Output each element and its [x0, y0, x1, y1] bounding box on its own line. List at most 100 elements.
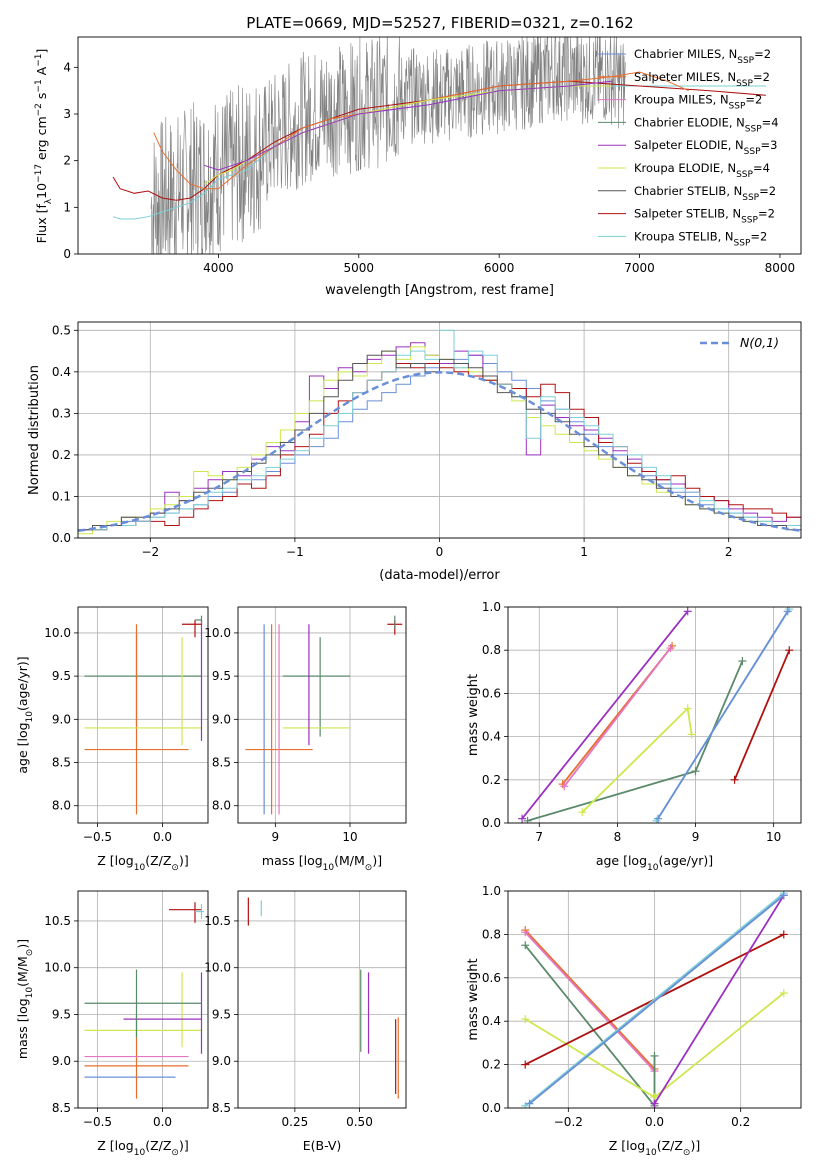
- x-tick-label: −0.5: [83, 1115, 112, 1129]
- y-tick-label: 0.4: [482, 1014, 501, 1028]
- x-axis-label: age [log10(age/yr)]: [596, 853, 713, 873]
- x-tick-label: 8000: [765, 261, 796, 275]
- model-line-salpeter_miles: [153, 71, 689, 190]
- plot-frame: [77, 321, 802, 539]
- weight-line-kroupa_miles: [563, 647, 672, 787]
- legend-label-kroupa_stelib: Kroupa STELIB, NSSP=2: [634, 229, 767, 248]
- x-tick-label: 0.0: [153, 1115, 172, 1129]
- y-tick-label: 0.2: [52, 448, 71, 462]
- x-axis-label: wavelength [Angstrom, rest frame]: [325, 283, 554, 298]
- legend-label-chabrier_elodie: Chabrier ELODIE, NSSP=4: [634, 115, 779, 134]
- age-vs-metallicity-panel: −0.5 0.0 8.0 8.5 9.0 9.5 10.0 Z [log10(Z/Z⊙)] ag…: [15, 606, 209, 873]
- y-tick-label: 0.3: [52, 406, 71, 420]
- y-tick-label: 10.0: [44, 626, 71, 640]
- x-tick-label: 9: [272, 830, 280, 844]
- spectrum-clip-group: [112, 37, 766, 254]
- x-tick-label: 1: [580, 545, 588, 559]
- model-line-salpeter_elodie: [204, 80, 612, 171]
- y-tick-label: 3: [63, 107, 71, 121]
- x-tick-label: 6000: [484, 261, 515, 275]
- legend-label-salpeter_stelib: Salpeter STELIB, NSSP=2: [634, 207, 775, 226]
- errorbar-clip-group: [84, 615, 203, 815]
- plot-frame: [237, 606, 407, 824]
- y-tick-label: 0.2: [482, 773, 501, 787]
- y-tick-label: 1.0: [482, 600, 501, 614]
- y-tick-label: 0.1: [52, 489, 71, 503]
- y-tick-label: 2: [63, 154, 71, 168]
- y-tick-label: 8.5: [212, 756, 231, 770]
- x-tick-label: 4000: [203, 261, 234, 275]
- x-tick-label: 8: [614, 830, 622, 844]
- y-tick-label: 10.5: [44, 914, 71, 928]
- x-tick-label: 0.25: [282, 1115, 309, 1129]
- age-vs-mass-panel: 9 10 8.0 8.5 9.0 9.5 10.0 mass [log10(M/M⊙)]: [204, 606, 407, 873]
- legend-label-salpeter_elodie: Salpeter ELODIE, NSSP=3: [634, 138, 777, 157]
- weight-vs-age-panel: 7 8 9 10 0.0 0.2 0.4 0.6 0.8 1.0 age [log10(age/yr…: [466, 600, 802, 873]
- mass-vs-metallicity-panel: −0.5 0.0 8.5 9.0 9.5 10.0 10.5 Z [log10(Z/Z⊙)] m…: [15, 890, 209, 1158]
- plot-frame: [77, 890, 209, 1109]
- weight-line-salpeter_miles: [524, 929, 656, 1070]
- y-tick-label: 0.5: [52, 323, 71, 337]
- residual-histogram-panel: −2 −1 0 1 2 0.0 0.1 0.2 0.3 0.4 0.5 N(0,1) (data-mod…: [27, 321, 802, 583]
- weight-line-kroupa_stelib: [524, 892, 785, 1107]
- y-tick-label: 9.5: [52, 669, 71, 683]
- errorbar-clip-group: [84, 902, 205, 1099]
- plot-frame: [237, 890, 407, 1109]
- legend-label-chabrier_stelib: Chabrier STELIB, NSSP=2: [634, 184, 776, 203]
- spectrum-panel: 4000 5000 6000 7000 8000 0 1 2 3 4 Chabrier MILES,…: [34, 36, 802, 298]
- y-tick-label: 0.6: [482, 971, 501, 985]
- y-tick-label: 9.0: [52, 1054, 71, 1068]
- legend-label-kroupa_elodie: Kroupa ELODIE, NSSP=4: [634, 161, 770, 180]
- y-tick-label: 0: [63, 247, 71, 261]
- plot-frame: [507, 606, 802, 824]
- x-axis-label: Z [log10(Z/Z⊙)]: [609, 1138, 700, 1158]
- hist-step-chabrier_stelib: [78, 350, 801, 531]
- y-tick-label: 8.5: [52, 1101, 71, 1115]
- y-axis-label: Flux [fλ10−17 erg cm−2 s−1 A−1]: [34, 49, 54, 244]
- weight-line-kroupa_miles: [524, 931, 656, 1072]
- weight-line-chabrier_miles: [657, 610, 789, 820]
- hist-step-salpeter_stelib: [78, 363, 801, 531]
- plot-frame: [507, 890, 802, 1109]
- weight-vs-metallicity-panel: −0.2 0.0 0.2 0.0 0.2 0.4 0.6 0.8 1.0 Z [log10(Z/Z…: [466, 884, 802, 1158]
- y-axis-label: age [log10(age/yr)]: [15, 656, 35, 773]
- y-tick-label: 0.0: [52, 531, 71, 545]
- x-tick-label: −1: [286, 545, 304, 559]
- y-tick-label: 8.5: [52, 756, 71, 770]
- plot-frame: [77, 36, 802, 255]
- spectrum-title: PLATE=0669, MJD=52527, FIBERID=0321, z=0…: [246, 14, 633, 32]
- y-tick-label: 0.8: [482, 927, 501, 941]
- weight-line-salpeter_stelib: [733, 649, 791, 781]
- x-tick-label: 0.0: [153, 830, 172, 844]
- x-tick-label: 7000: [624, 261, 655, 275]
- y-axis-label: Normed distribution: [27, 365, 42, 495]
- weight-line-salpeter_elodie: [521, 610, 689, 820]
- x-tick-label: 0.0: [645, 1115, 664, 1129]
- y-tick-label: 0.4: [482, 730, 501, 744]
- x-tick-label: 0: [436, 545, 444, 559]
- y-tick-label: 9.5: [212, 669, 231, 683]
- x-tick-label: 9: [692, 830, 700, 844]
- legend-label-kroupa_miles: Kroupa MILES, NSSP=2: [634, 93, 762, 112]
- y-tick-label: 0.0: [482, 816, 501, 830]
- y-tick-label: 9.5: [212, 1007, 231, 1021]
- y-tick-label: 9.0: [212, 1054, 231, 1068]
- x-tick-label: 10: [766, 830, 781, 844]
- weight-line-chabrier_miles: [528, 894, 785, 1105]
- weight-line-chabrier_elodie: [527, 660, 744, 822]
- observed-spectrum-line: [150, 37, 626, 254]
- y-axis-label: mass [log10(M/M⊙)]: [15, 939, 35, 1059]
- y-tick-label: 9.5: [52, 1007, 71, 1021]
- x-tick-label: 0.50: [346, 1115, 373, 1129]
- x-axis-label: Z [log10(Z/Z⊙)]: [97, 853, 188, 873]
- y-tick-label: 10.0: [204, 961, 231, 975]
- x-tick-label: −0.2: [554, 1115, 583, 1129]
- normal-curve: [78, 371, 801, 532]
- x-tick-label: −0.5: [83, 830, 112, 844]
- legend-label-normal: N(0,1): [740, 335, 779, 350]
- y-tick-label: 1: [63, 200, 71, 214]
- y-tick-label: 9.0: [212, 712, 231, 726]
- x-tick-label: 7: [535, 830, 543, 844]
- y-tick-label: 10.0: [204, 626, 231, 640]
